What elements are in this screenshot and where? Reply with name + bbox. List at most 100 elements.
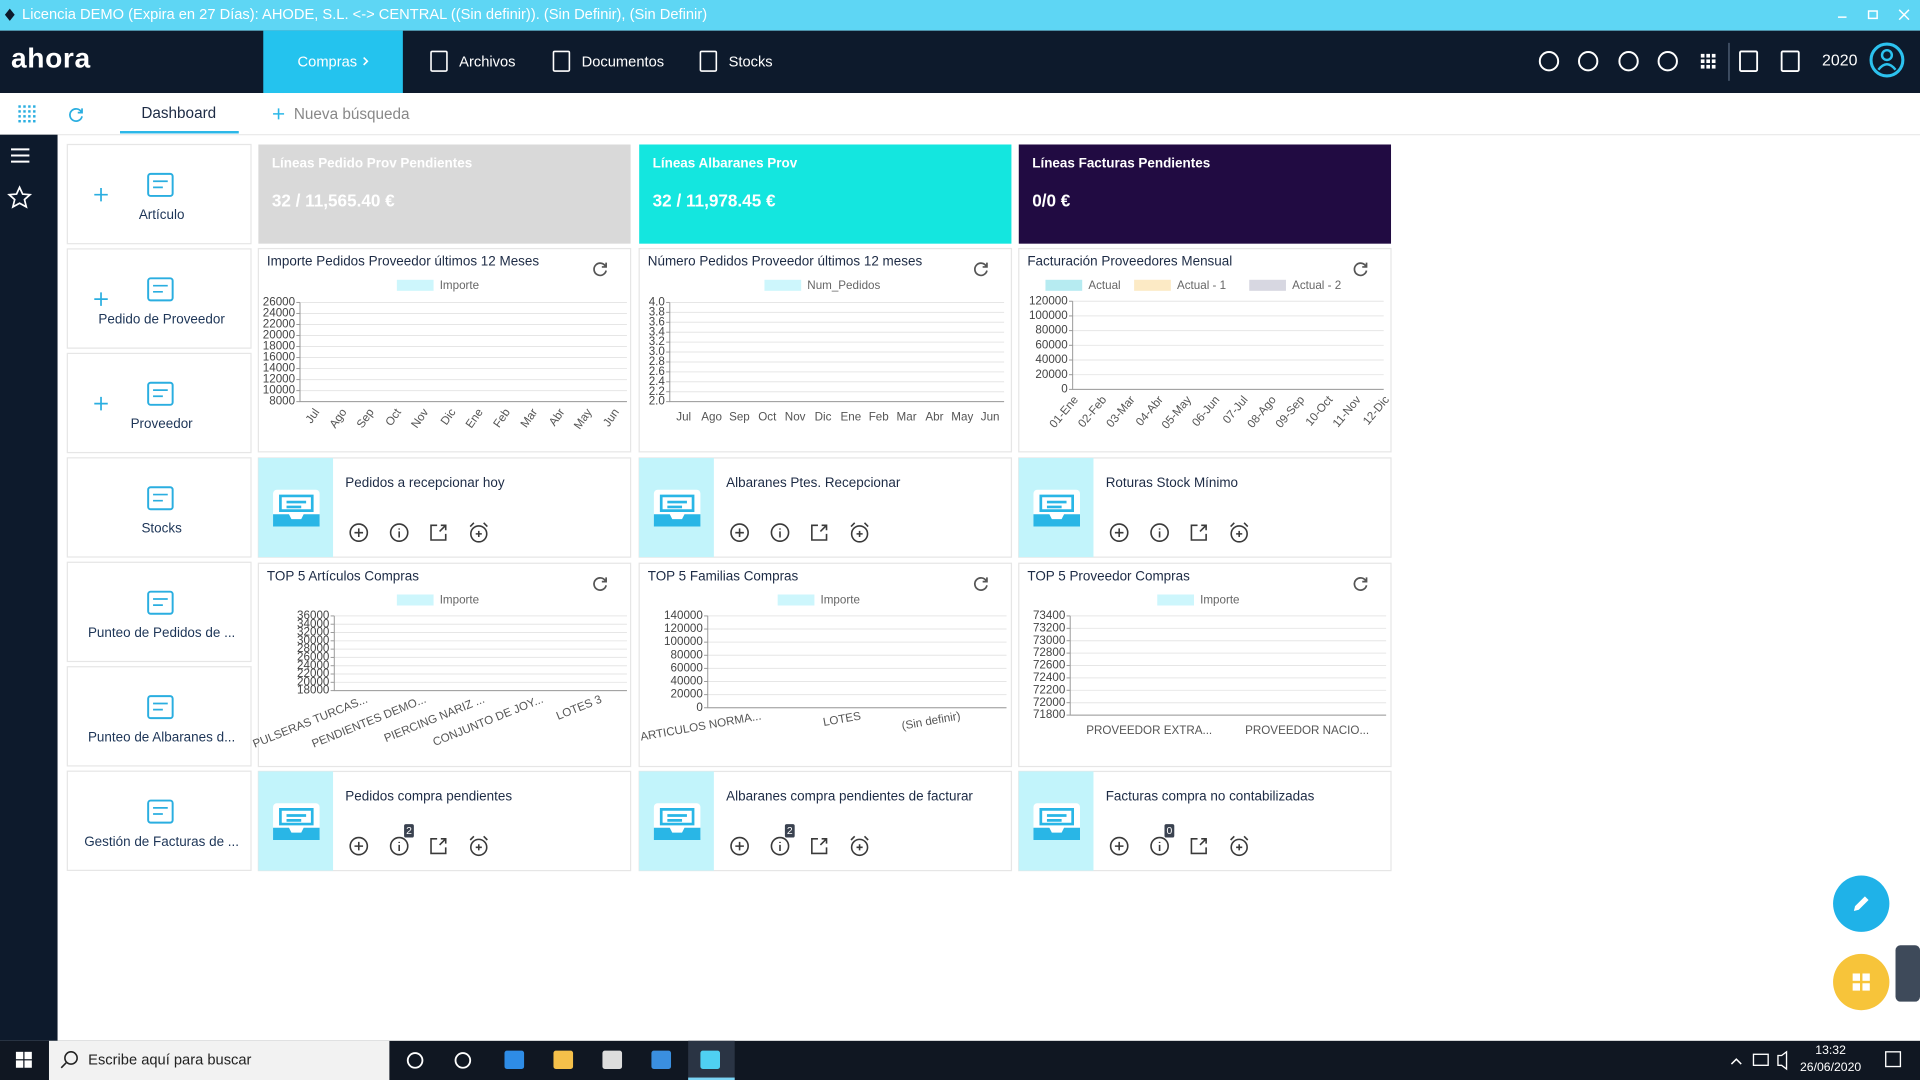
toolbar-icon[interactable] <box>1780 50 1800 72</box>
tile-glyph <box>1852 983 1860 991</box>
add-button[interactable] <box>349 836 369 856</box>
shortcut-tile[interactable]: Stocks <box>66 457 252 558</box>
apps-icon[interactable] <box>18 105 36 123</box>
legend-item[interactable]: Importe <box>396 594 479 607</box>
user-avatar[interactable] <box>1869 42 1905 78</box>
icon-shape <box>1657 51 1678 72</box>
new-search-tab[interactable]: Nueva búsqueda <box>273 106 410 123</box>
taskbar-app[interactable] <box>504 1050 525 1069</box>
chart-refresh[interactable] <box>973 577 988 591</box>
toolbar-icon[interactable] <box>1538 51 1560 72</box>
close-button[interactable] <box>1898 9 1910 21</box>
alarm-button[interactable] <box>469 522 488 543</box>
info-button[interactable] <box>1150 836 1169 856</box>
y-tick-label: 10000 <box>263 384 296 397</box>
add-button[interactable] <box>730 523 749 543</box>
toolbar-icon[interactable] <box>1578 51 1599 72</box>
taskbar-app[interactable] <box>688 1040 735 1080</box>
icon-alarm <box>850 522 869 537</box>
icon-external <box>1190 837 1207 855</box>
icon-external <box>1190 524 1207 541</box>
open-button[interactable] <box>1190 524 1207 541</box>
chart-refresh[interactable] <box>593 262 607 277</box>
action-card: Roturas Stock Mínimo <box>1018 457 1392 558</box>
nav-tab[interactable]: Compras <box>263 30 403 94</box>
taskbar-app[interactable] <box>406 1052 424 1069</box>
nav-tab[interactable]: Stocks <box>699 50 773 72</box>
start-button[interactable] <box>15 1051 32 1068</box>
clock-date[interactable]: 26/06/2020 <box>1800 1060 1861 1074</box>
shortcut-tile[interactable]: Proveedor <box>66 352 252 454</box>
info-button[interactable] <box>389 836 409 856</box>
clock-time[interactable]: 13:32 <box>1815 1043 1846 1057</box>
add-button[interactable] <box>1109 836 1129 856</box>
chart-refresh[interactable] <box>1353 262 1368 277</box>
tray-icon[interactable] <box>1777 1050 1788 1071</box>
shortcut-tile[interactable]: Punteo de Albaranes d... <box>66 666 252 767</box>
taskbar-app[interactable] <box>651 1050 672 1069</box>
kpi-card[interactable]: Líneas Pedido Prov Pendientes 32 / 11,565… <box>258 144 631 244</box>
shortcut-tile[interactable]: Artículo <box>66 143 252 245</box>
kpi-value: 32 / 11,565.40 € <box>272 191 395 211</box>
shortcut-tile[interactable]: Pedido de Proveedor <box>66 248 252 349</box>
chart-refresh[interactable] <box>973 262 988 277</box>
search-box[interactable]: Escribe aquí para buscar <box>48 1040 390 1080</box>
legend-item[interactable]: Importe <box>777 594 860 607</box>
add-button[interactable] <box>1109 523 1129 543</box>
info-button[interactable] <box>1150 523 1169 543</box>
info-button[interactable] <box>770 836 790 856</box>
add-button[interactable] <box>349 523 369 543</box>
legend-label: Num_Pedidos <box>807 279 880 292</box>
maximize-button[interactable] <box>1867 10 1878 20</box>
alarm-button[interactable] <box>850 522 869 543</box>
kpi-card[interactable]: Líneas Albaranes Prov 32 / 11,978.45 € <box>639 144 1012 244</box>
alarm-button[interactable] <box>1230 835 1249 857</box>
alarm-button[interactable] <box>469 835 488 857</box>
kpi-card[interactable]: Líneas Facturas Pendientes 0/0 € <box>1018 144 1392 244</box>
toolbar-icon[interactable] <box>1700 53 1716 69</box>
legend-item[interactable]: Actual - 2 <box>1249 279 1341 292</box>
add-button[interactable] <box>730 836 749 856</box>
toolbar-icon[interactable] <box>1618 51 1639 72</box>
toolbar-icon[interactable] <box>1657 51 1678 72</box>
open-button[interactable] <box>811 524 828 541</box>
taskbar-app[interactable] <box>454 1052 472 1069</box>
toolbar-icon[interactable] <box>1739 50 1759 72</box>
nav-tab[interactable]: Documentos <box>552 50 664 72</box>
menu-button[interactable] <box>11 148 30 163</box>
shortcut-tile[interactable]: Gestión de Facturas de ... <box>66 770 252 871</box>
chart-refresh[interactable] <box>1353 577 1368 591</box>
taskbar-app[interactable] <box>553 1050 574 1069</box>
alarm-button[interactable] <box>1230 522 1249 543</box>
info-button[interactable] <box>389 523 409 543</box>
edit-fab[interactable] <box>1833 875 1890 932</box>
nav-tab[interactable]: Archivos <box>430 50 516 72</box>
tile-icon <box>153 702 168 711</box>
legend-item[interactable]: Importe <box>396 279 479 292</box>
favorites-button[interactable] <box>7 185 33 209</box>
legend-item[interactable]: Num_Pedidos <box>764 279 881 292</box>
shortcut-tile[interactable]: Punteo de Pedidos de ... <box>66 561 252 663</box>
refresh-button[interactable] <box>69 108 83 122</box>
year[interactable]: 2020 <box>1822 52 1858 69</box>
tray-icon[interactable] <box>1752 1053 1769 1066</box>
widgets-fab[interactable] <box>1833 953 1890 1011</box>
open-button[interactable] <box>430 524 447 541</box>
side-handle[interactable] <box>1895 945 1920 1002</box>
open-button[interactable] <box>811 837 828 855</box>
notifications[interactable] <box>1885 1051 1902 1068</box>
legend-item[interactable]: Importe <box>1157 594 1240 607</box>
y-tick-label: 28000 <box>297 642 330 655</box>
tile-icon <box>147 172 174 197</box>
dashboard-tab[interactable]: Dashboard <box>120 105 239 134</box>
open-button[interactable] <box>1190 837 1207 855</box>
tray-icons[interactable] <box>1730 1058 1742 1065</box>
legend-item[interactable]: Actual - 1 <box>1134 279 1226 292</box>
info-button[interactable] <box>770 523 790 543</box>
alarm-button[interactable] <box>850 835 869 857</box>
legend-item[interactable]: Actual <box>1045 279 1121 292</box>
open-button[interactable] <box>430 837 447 855</box>
chart-refresh[interactable] <box>593 577 607 591</box>
legend-swatch <box>764 279 802 291</box>
taskbar-app[interactable] <box>602 1050 623 1069</box>
